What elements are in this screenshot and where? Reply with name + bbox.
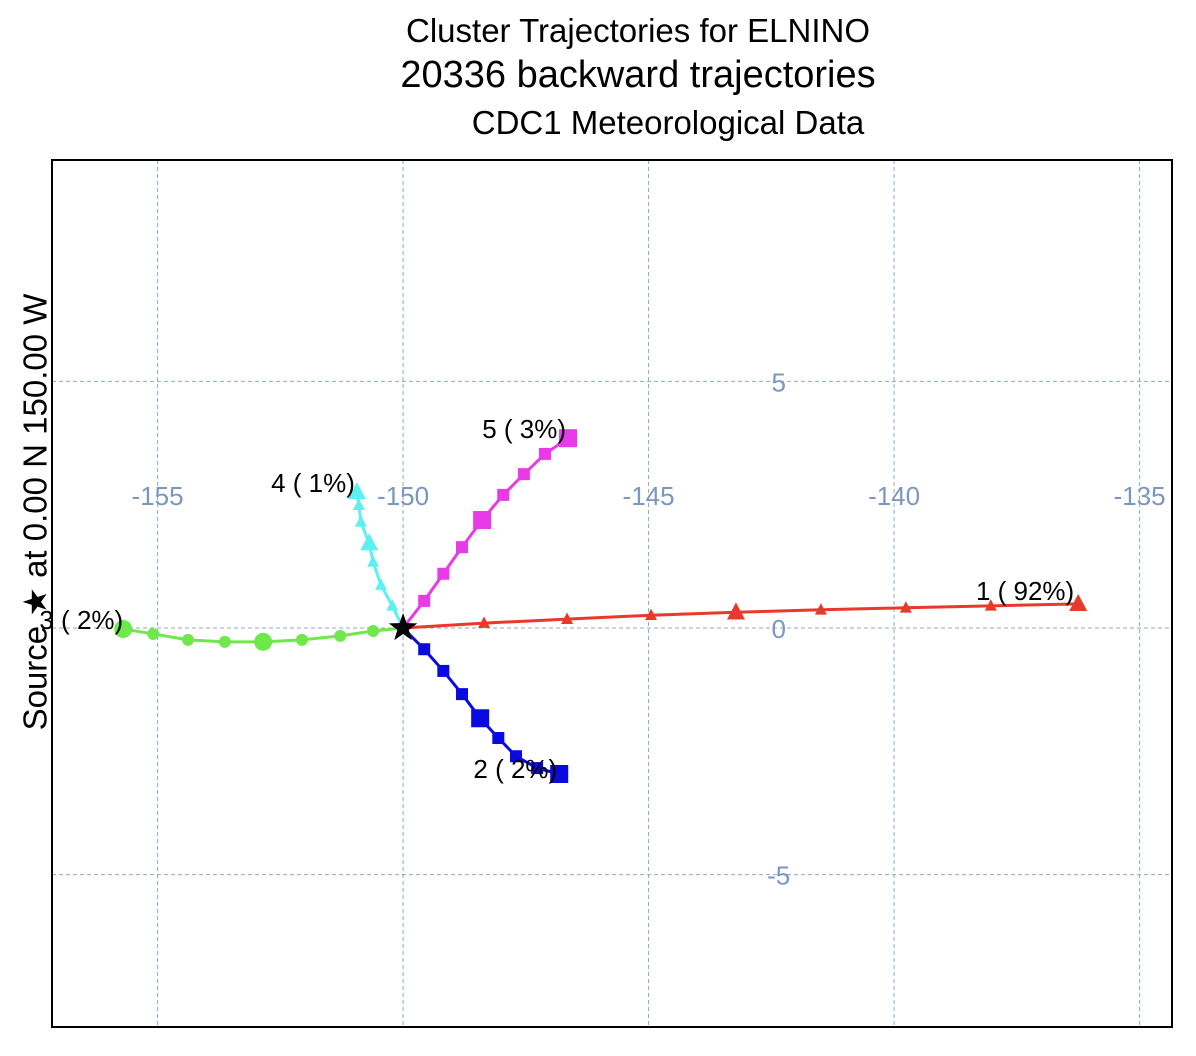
x-tick-label: -135 (1114, 481, 1166, 511)
trajectory-marker (114, 620, 133, 639)
cluster-label: 2 ( 2%) (473, 754, 557, 784)
chart-subtitle-2: CDC1 Meteorological Data (471, 104, 865, 141)
trajectory-marker (471, 709, 490, 728)
trajectory-marker (360, 533, 379, 551)
trajectory-marker (367, 624, 380, 637)
trajectory-marker (559, 429, 578, 448)
x-tick-label: -140 (868, 481, 920, 511)
y-tick-label: -5 (767, 861, 790, 891)
trajectory-marker (492, 732, 505, 744)
y-tick-label: 5 (771, 367, 785, 397)
x-tick-label: -150 (377, 481, 429, 511)
trajectory-marker (531, 762, 544, 775)
trajectory-marker (550, 765, 569, 784)
trajectory-marker (374, 578, 387, 590)
trajectory-marker (455, 688, 468, 701)
trajectory-marker (418, 594, 431, 607)
trajectory-marker (473, 511, 492, 530)
cluster-label: 5 ( 3%) (482, 414, 566, 444)
trajectory-marker (497, 488, 510, 501)
trajectory-marker (455, 541, 468, 554)
trajectory-marker (352, 498, 365, 511)
trajectory-marker (561, 612, 574, 624)
trajectory-marker (182, 633, 195, 646)
trajectory-marker (418, 643, 431, 656)
trajectory-marker (1069, 593, 1088, 612)
trajectory-marker (984, 599, 997, 611)
trajectory-marker (437, 664, 450, 677)
trajectory-marker (334, 629, 347, 642)
trajectory-marker (386, 599, 399, 611)
trajectory-marker (295, 633, 308, 646)
trajectory-marker (437, 567, 450, 580)
trajectory-marker (147, 627, 160, 640)
trajectory-marker (354, 515, 367, 527)
chart-title: Cluster Trajectories for ELNINO (406, 12, 870, 49)
trajectory-marker (517, 468, 530, 481)
trajectory-marker (254, 632, 273, 651)
y-tick-label: 0 (771, 614, 785, 644)
source-star-icon (388, 613, 418, 641)
trajectory-marker (218, 635, 231, 648)
cluster-label: 1 ( 92%) (976, 576, 1074, 606)
trajectory-marker (814, 603, 827, 615)
x-tick-label: -145 (623, 481, 675, 511)
trajectory-marker (726, 602, 745, 620)
trajectory-marker (899, 601, 912, 613)
plot-frame (51, 159, 1173, 1028)
trajectory-marker (478, 616, 491, 628)
chart-subtitle: 20336 backward trajectories (400, 54, 876, 96)
trajectory-marker (367, 555, 380, 567)
trajectory-marker (645, 608, 658, 620)
trajectory-marker (347, 482, 366, 500)
trajectory-marker (510, 750, 523, 763)
cluster-label: 3 ( 2%) (39, 605, 123, 635)
x-tick-label: -155 (132, 481, 184, 511)
cluster-label: 4 ( 1%) (271, 468, 355, 498)
trajectory-marker (538, 447, 551, 460)
